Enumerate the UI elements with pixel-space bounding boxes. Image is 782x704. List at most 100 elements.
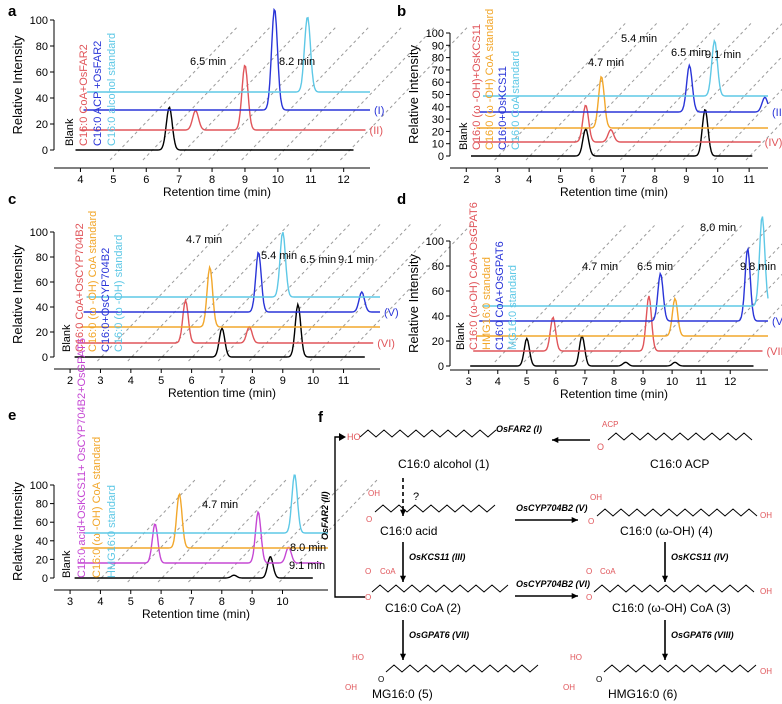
enzyme-label: OsGPAT6 (VIII) [671,630,734,640]
y-tick-label: 60 [432,77,444,89]
guide-line [241,26,370,161]
time-annotation: 9.1 min [705,49,741,61]
y-tick-label: 80 [432,261,444,273]
trace-blue [479,63,769,113]
series-label: C16:0 CoA standard [510,51,522,150]
series-labels: Blank C16:0 acid+OsKCS11+ OsCYP704B2+OsGP… [61,338,118,578]
guide-line [340,26,469,161]
atom-o: O [365,593,371,602]
traces: (II) (I) [75,7,384,151]
trace-red [77,298,374,344]
x-tick-label: 12 [338,174,350,186]
atom-oh: OH [760,667,772,676]
bracket-line [334,436,365,598]
guide-line [619,21,753,161]
guide-line [610,223,744,363]
mg-chain [385,664,539,673]
omega-coa-chain [593,584,755,593]
x-tick-label: 5 [110,174,116,186]
series-label: Blank [61,324,73,352]
atom-oh: OH [345,683,357,692]
compound-label: C16:0 CoA (2) [385,601,461,615]
trace-tag: (III) [772,107,782,119]
x-tick-label: 6 [553,376,559,388]
acp-chain [607,432,753,441]
enzyme-label: OsFAR2 (II) [320,491,330,540]
series-label: C16:0+OsCYP704B2 [100,248,112,352]
series-label: C16:0 (ω-OH) CoA+OsGPAT6 [468,202,480,350]
traces [74,474,328,579]
y-tick-label: 60 [36,277,48,289]
atom-o: O [586,593,592,602]
y-tick-label: 10 [432,139,444,151]
x-tick-label: 4 [97,596,103,608]
series-labels: Blank C16:0 CoA+OsCYP704B2 C16:0 (ω -OH) C… [61,211,125,352]
series-label: MG16:0 standard [507,265,519,350]
x-axis-label: Retention time (min) [163,185,271,199]
guide-line [726,304,782,363]
compound-mg: HO OH O MG16:0 (5) [345,653,539,701]
y-tick-label: 40 [36,536,48,548]
y-tick-label: 0 [42,145,48,157]
enzyme-label: OsKCS11 (III) [409,552,465,562]
bracket-head [339,433,346,441]
y-tick-label: 60 [36,517,48,529]
arrow-gpat-viii-head [661,653,669,660]
y-tick-label: 60 [36,67,48,79]
traces: (IV) (III) [471,38,782,157]
atom-oh: OH [760,587,772,596]
trace-black [74,555,313,579]
y-tick-label: 0 [438,151,444,163]
x-tick-label: 5 [128,596,134,608]
atom-oh: HO [570,653,582,662]
x-tick-label: 6 [158,596,164,608]
y-tick-label: 20 [432,126,444,138]
trace-red [473,295,763,352]
y-tick-label: 40 [432,102,444,114]
guide-line [714,88,782,161]
time-annotations: 4.7 min 6.5 min 8.0 min 9.8 min [582,222,776,273]
guide-line [668,243,782,363]
trace-blue [479,246,768,322]
x-tick-label: 3 [67,596,73,608]
x-tick-label: 4 [495,376,501,388]
series-label: C16:0 (ω -OH) CoA standard [91,437,103,578]
trace-orange [80,264,380,328]
y-axis-label: Relative Intensity [10,245,25,344]
time-annotation: 8.0 min [700,222,736,234]
guide-line [188,222,321,362]
trace-cyan [83,474,328,534]
time-annotation: 8.2 min [279,56,315,68]
series-label: C16:0 CoA+OsFAR2 [78,44,90,146]
x-tick-label: 10 [307,375,319,387]
trace-tag: (VIII) [766,346,782,358]
y-tick-label: 80 [36,41,48,53]
atom-o: O [588,517,594,526]
x-tick-label: 11 [695,376,706,388]
y-tick-label: 90 [432,40,444,52]
guide-line [97,222,230,362]
trace-cyan [482,216,769,307]
compound-hmg: HO OH O OH HMG16:0 (6) [563,653,772,701]
enzyme-label: OsKCS11 (IV) [671,552,728,562]
compound-omega-oh: OH O OH C16:0 (ω-OH) (4) [588,493,772,538]
x-axis-label: Retention time (min) [168,386,276,400]
arrow-cyp-vi-head [571,592,578,600]
x-tick-label: 5 [558,174,564,186]
series-label: Blank [455,322,467,350]
x-tick-label: 6 [189,375,195,387]
time-annotations: 4.7 min 8.0 min 9.1 min [202,499,326,572]
compound-acp: ACP O C16:0 ACP [597,420,753,471]
panel-label: e [8,407,16,424]
enzyme-label: OsCYP704B2 (V) [516,503,588,513]
biosynthesis-pathway: f HO C16:0 alcohol (1) ACP O C16:0 ACP OsFAR2 … [318,409,772,701]
traces: (VI) (V) [74,231,399,358]
guide-line [127,478,228,583]
series-label: C16:0+OsKCS11 [497,66,509,150]
x-tick-label: 7 [620,174,626,186]
trace-tag: (I) [374,105,384,117]
